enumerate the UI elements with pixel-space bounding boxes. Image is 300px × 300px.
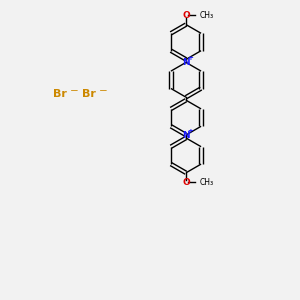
Text: −: −	[70, 85, 79, 96]
Text: N: N	[182, 130, 190, 140]
Text: CH₃: CH₃	[200, 178, 214, 187]
Text: N: N	[182, 58, 190, 67]
Text: Br: Br	[53, 89, 67, 99]
Text: O: O	[182, 178, 190, 187]
Text: +: +	[187, 56, 193, 62]
Text: Br: Br	[82, 89, 95, 99]
Text: O: O	[182, 11, 190, 20]
Text: +: +	[187, 128, 193, 134]
Text: −: −	[98, 85, 107, 96]
Text: CH₃: CH₃	[200, 11, 214, 20]
